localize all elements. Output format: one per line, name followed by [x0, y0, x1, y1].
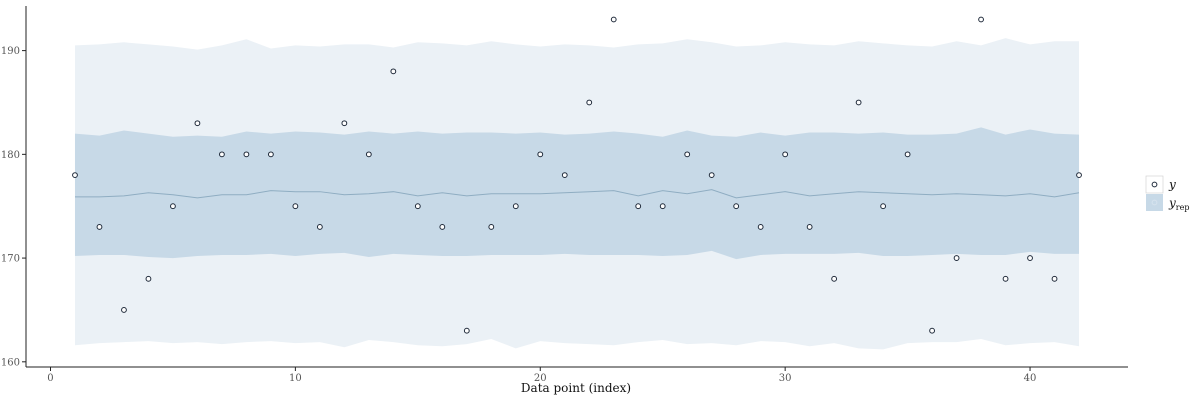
observed-point: [561, 172, 568, 178]
observed-point: [267, 151, 274, 158]
observed-point: [341, 120, 348, 127]
legend-key-y-point: [1151, 181, 1158, 188]
observed-point: [684, 151, 691, 158]
observed-point: [855, 99, 862, 106]
observed-point: [243, 151, 250, 158]
observed-point: [610, 16, 617, 23]
observed-point: [414, 203, 421, 210]
legend-label-yrep-subscript: rep: [1176, 203, 1190, 212]
observed-point: [390, 68, 397, 75]
observed-point: [145, 275, 152, 282]
observed-point: [365, 151, 372, 158]
observed-point: [953, 255, 960, 261]
observed-point: [170, 203, 176, 210]
observed-point: [537, 151, 544, 158]
observed-point: [708, 172, 715, 178]
observed-point: [72, 172, 78, 178]
legend-label-yrep-main: y: [1168, 196, 1176, 210]
inner-interval-band: [74, 127, 1080, 260]
observed-point: [978, 16, 984, 23]
observed-point: [757, 224, 764, 230]
legend: y yrep: [1145, 175, 1189, 212]
y-tick-label: 180: [1, 150, 20, 161]
observed-point: [1002, 275, 1009, 282]
x-tick-label: 30: [779, 373, 792, 384]
observed-point: [292, 203, 299, 210]
y-tick-label: 190: [1, 46, 20, 57]
x-tick-label: 10: [289, 373, 302, 384]
legend-label-y: y: [1168, 178, 1176, 192]
median-line: [74, 189, 1080, 199]
observed-point: [904, 151, 911, 158]
observed-point: [121, 307, 127, 313]
x-tick-label: 40: [1024, 373, 1037, 384]
y-tick-label: 160: [1, 357, 20, 368]
observed-point: [1027, 255, 1033, 261]
observed-point: [929, 327, 935, 334]
observed-point: [1076, 172, 1082, 178]
observed-point: [96, 224, 103, 230]
observed-point: [733, 203, 740, 210]
plot-area: [72, 16, 1082, 350]
x-tick-label: 20: [534, 373, 547, 384]
legend-label-yrep: yrep: [1168, 196, 1189, 212]
observed-point: [659, 203, 666, 210]
observed-point: [512, 203, 519, 210]
observed-point: [831, 275, 838, 282]
observed-point: [488, 224, 495, 230]
observed-point: [782, 151, 789, 158]
observed-point: [635, 203, 642, 210]
axes: 0 10 20 30 40 160 170 180 190: [1, 6, 1128, 384]
observed-point: [194, 120, 201, 127]
observed-point: [1051, 275, 1058, 282]
observed-point: [463, 327, 470, 334]
legend-key-yrep-point: [1151, 199, 1158, 206]
observed-point: [219, 151, 225, 158]
observed-point: [439, 224, 446, 230]
observed-point: [316, 224, 323, 230]
y-tick-label: 170: [1, 254, 20, 265]
observed-point: [806, 224, 813, 230]
x-axis-title: Data point (index): [521, 381, 631, 395]
x-tick-label: 0: [47, 373, 53, 384]
observed-point: [880, 203, 887, 210]
legend-key-yrep: [1146, 194, 1163, 211]
observed-point: [586, 99, 593, 106]
